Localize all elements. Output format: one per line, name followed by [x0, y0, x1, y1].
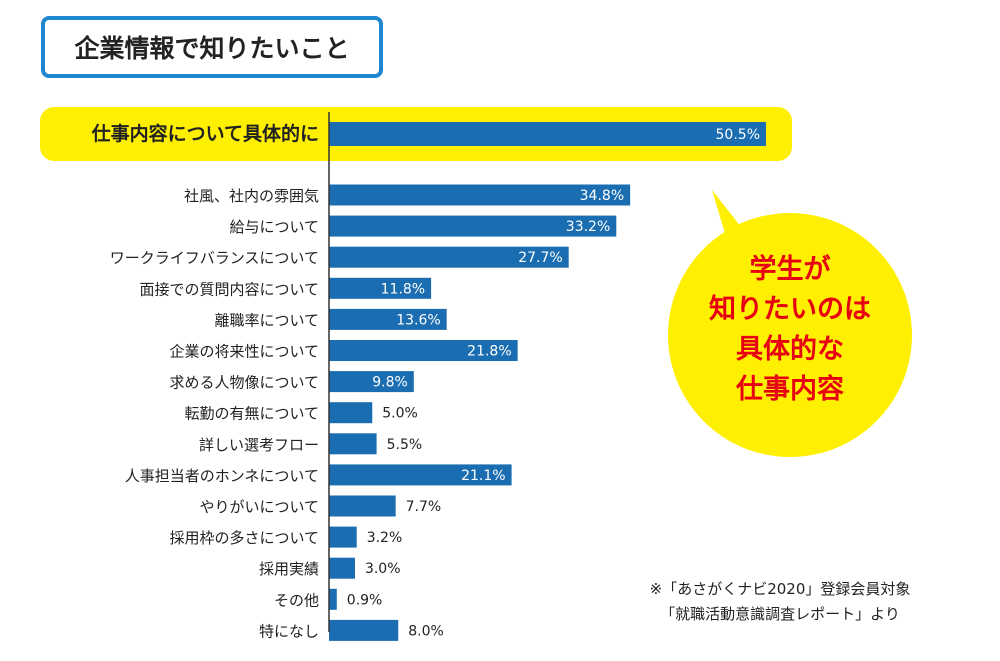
- category-label: その他: [274, 591, 319, 609]
- value-label: 13.6%: [396, 312, 440, 328]
- chart-title: 企業情報で知りたいこと: [41, 16, 383, 78]
- value-label: 50.5%: [716, 127, 760, 143]
- bar: [329, 215, 617, 237]
- callout-line: 仕事内容: [736, 374, 844, 405]
- value-label: 8.0%: [408, 623, 444, 639]
- category-label: やりがいについて: [199, 498, 319, 516]
- bar: [329, 308, 447, 330]
- value-label: 3.0%: [365, 561, 401, 577]
- category-label: 企業の将来性について: [169, 343, 319, 361]
- category-label: 給与について: [229, 218, 319, 236]
- value-label: 33.2%: [566, 219, 610, 235]
- bar: [329, 464, 512, 486]
- note-line: ※「あさがくナビ2020」登録会員対象: [649, 580, 911, 598]
- bar: [329, 246, 569, 268]
- bar: [329, 526, 357, 548]
- category-label: 面接での質問内容について: [139, 280, 319, 298]
- bar: [329, 433, 377, 455]
- category-label: 特になし: [259, 622, 319, 640]
- category-label: 人事担当者のホンネについて: [125, 467, 319, 485]
- category-label: 採用枠の多さについて: [169, 529, 319, 547]
- category-label: 採用実績: [259, 560, 319, 578]
- callout-line: 学生が: [749, 254, 831, 285]
- value-label: 27.7%: [518, 250, 562, 266]
- bar: [329, 184, 631, 206]
- bar: [329, 122, 766, 146]
- bar: [329, 495, 396, 517]
- callout-line: 具体的な: [736, 334, 844, 365]
- value-label: 11.8%: [381, 281, 425, 297]
- bar: [329, 371, 414, 393]
- callout-line: 知りたいのは: [709, 294, 871, 325]
- callout-text: 学生が 知りたいのは 具体的な 仕事内容: [680, 250, 900, 410]
- value-label: 21.8%: [467, 344, 511, 360]
- category-label: 離職率について: [214, 311, 319, 329]
- category-label: 詳しい選考フロー: [199, 436, 319, 454]
- bar: [329, 277, 432, 299]
- bar: [329, 340, 518, 361]
- value-label: 3.2%: [367, 530, 403, 546]
- category-label: 仕事内容について具体的に: [91, 122, 319, 145]
- note-line: 「就職活動意識調査レポート」より: [660, 605, 900, 623]
- value-label: 5.0%: [382, 406, 418, 422]
- category-label: 社風、社内の雰囲気: [184, 187, 319, 205]
- bar: [329, 588, 337, 610]
- value-label: 7.7%: [406, 499, 442, 515]
- value-label: 21.1%: [461, 468, 505, 484]
- bar: [329, 619, 399, 641]
- source-note: ※「あさがくナビ2020」登録会員対象 「就職活動意識調査レポート」より: [600, 577, 960, 627]
- bar: [329, 402, 373, 424]
- value-label: 9.8%: [372, 375, 408, 391]
- category-label: 転勤の有無について: [184, 405, 319, 423]
- category-label: ワークライフバランスについて: [110, 249, 319, 267]
- category-label: 求める人物像について: [169, 374, 319, 392]
- bar: [329, 557, 355, 579]
- callout-bubble: [668, 213, 912, 457]
- value-label: 34.8%: [580, 188, 624, 204]
- value-label: 0.9%: [347, 592, 383, 608]
- value-label: 5.5%: [387, 437, 423, 453]
